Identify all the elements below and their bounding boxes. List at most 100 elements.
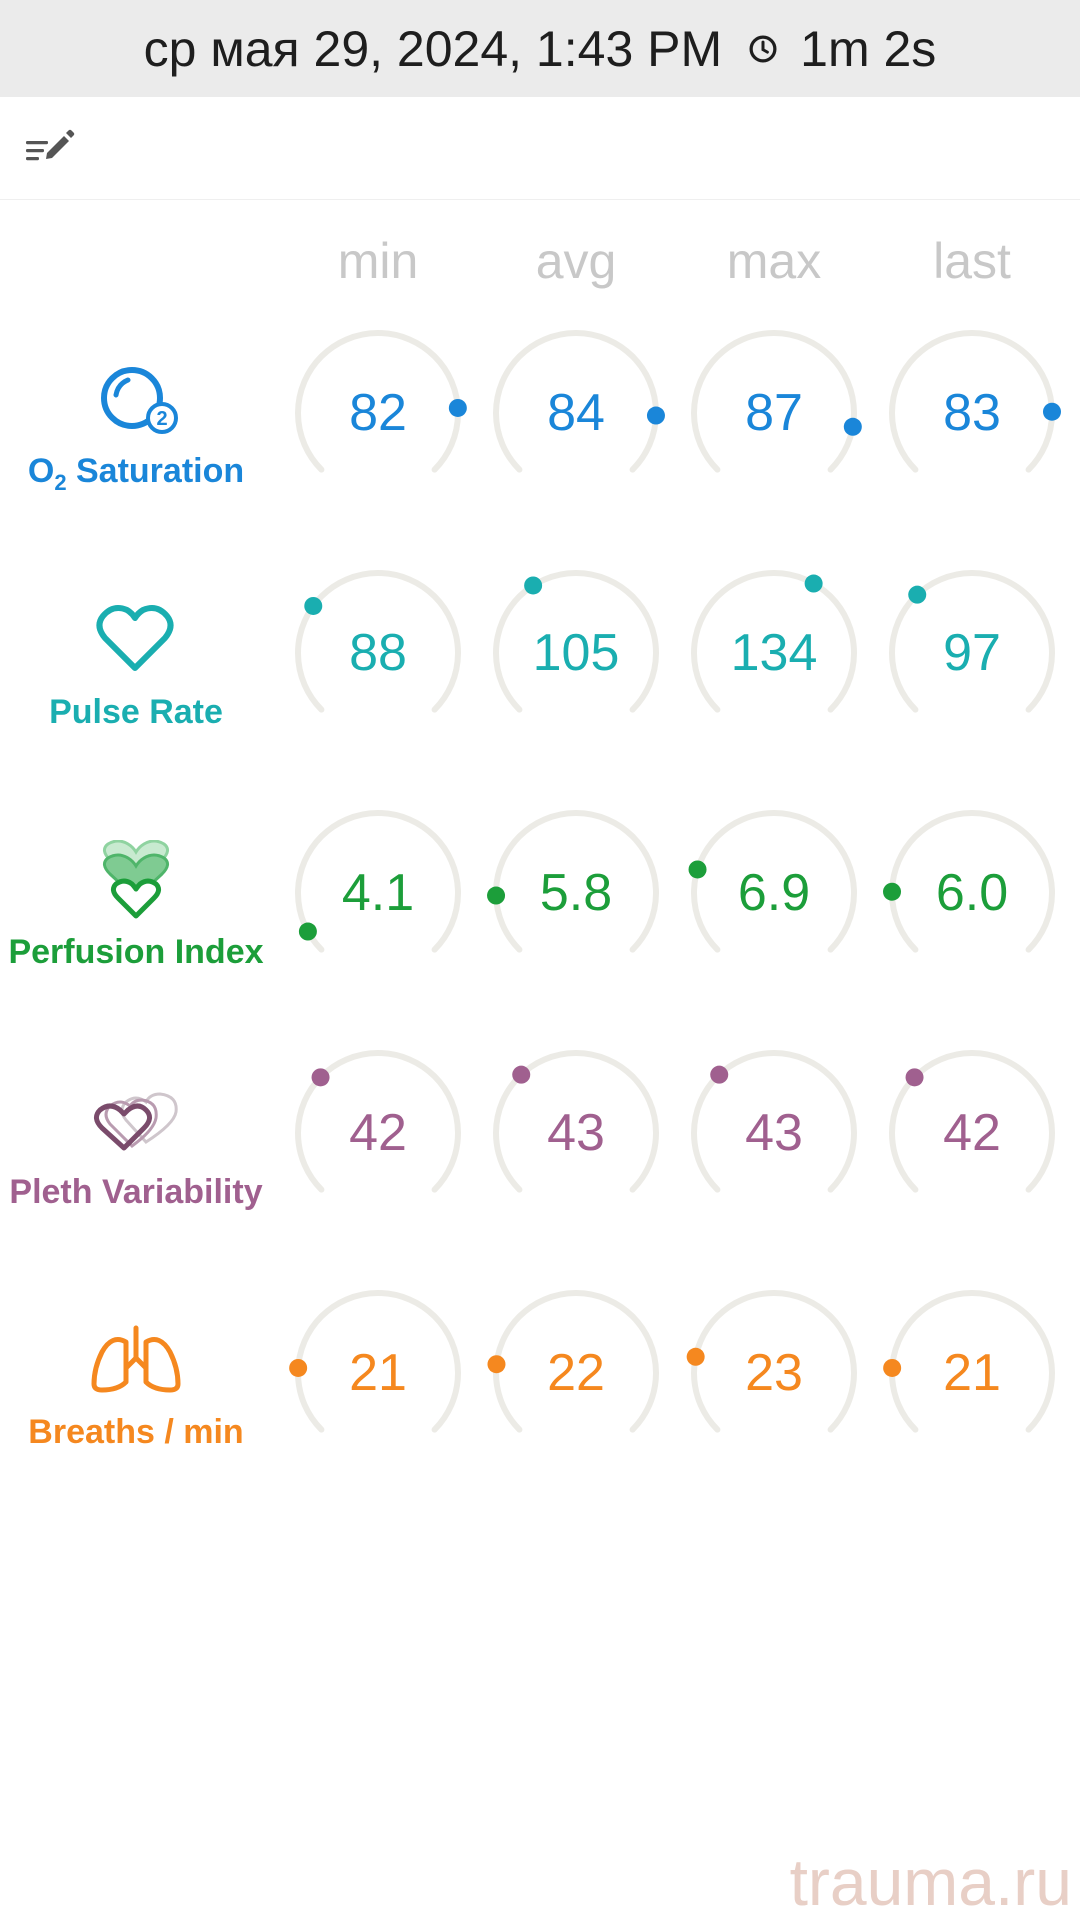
gauge-level-dot: [512, 1065, 531, 1084]
gauge-track: [295, 1290, 461, 1433]
gauge-value: 6.9: [737, 864, 811, 922]
gauge-value: 88: [349, 624, 407, 682]
gauge-arc: [295, 330, 467, 473]
gauge-arc: [289, 1290, 461, 1433]
status-header: ср мая 29, 2024, 1:43 PM 1m 2s: [0, 0, 1080, 97]
gauge-level-dot: [448, 398, 467, 417]
gauge-arc: [493, 330, 665, 473]
gauge-arc: [295, 1050, 461, 1193]
gauge-arc: [295, 810, 461, 953]
gauge-track: [295, 1050, 461, 1193]
gauge-arc: [691, 1050, 857, 1193]
gauge-level-dot: [524, 576, 543, 595]
gauge-breaths-min: 21: [283, 1278, 473, 1468]
perfusion-index-label: Perfusion Index: [8, 933, 264, 971]
gauge-value: 42: [943, 1104, 1001, 1162]
gauge-pulse-max: 134: [679, 558, 869, 748]
gauge-level-dot: [883, 1358, 902, 1377]
gauge-value: 42: [349, 1104, 407, 1162]
gauge-value: 134: [730, 624, 818, 682]
gauge-o2-min: 82: [283, 318, 473, 508]
gauge-track: [295, 570, 461, 713]
column-header-max: max: [726, 233, 822, 289]
gauge-pleth-avg: 43: [481, 1038, 671, 1228]
gauge-breaths-avg: 22: [481, 1278, 671, 1468]
gauge-arc: [686, 1290, 857, 1433]
gauge-value: 4.1: [341, 864, 415, 922]
session-duration: 1m 2s: [800, 20, 937, 77]
gauge-arc: [883, 1290, 1055, 1433]
gauge-arc: [493, 1050, 659, 1193]
gauge-level-dot: [311, 1068, 330, 1087]
gauge-value: 82: [349, 384, 407, 442]
gauge-level-dot: [304, 596, 323, 615]
gauge-arc: [691, 570, 857, 713]
lungs-icon: [91, 1325, 181, 1393]
gauge-level-dot: [487, 1355, 506, 1374]
column-header-min: min: [337, 233, 419, 289]
gauge-track: [889, 1290, 1055, 1433]
gauge-pulse-min: 88: [283, 558, 473, 748]
gauge-level-dot: [804, 574, 823, 593]
gauge-pulse-last: 97: [877, 558, 1067, 748]
gauge-track: [295, 810, 461, 953]
gauge-level-dot: [686, 1347, 705, 1366]
watermark-text: trauma.ru: [789, 1845, 1072, 1919]
gauge-value: 21: [349, 1344, 407, 1402]
gauge-track: [295, 330, 461, 473]
edit-notes-icon[interactable]: [24, 127, 78, 167]
gauge-value: 105: [532, 624, 620, 682]
gauge-level-dot: [843, 417, 862, 436]
gauge-value: 83: [943, 384, 1001, 442]
gauge-arc: [889, 570, 1055, 713]
gauge-arc: [487, 1290, 659, 1433]
gauge-arc: [883, 810, 1055, 953]
gauge-arc: [295, 570, 461, 713]
gauge-arc: [691, 330, 862, 473]
clock-icon: [749, 35, 777, 62]
column-header-avg: avg: [535, 233, 617, 289]
gauge-pleth-max: 43: [679, 1038, 869, 1228]
gauge-track: [493, 1050, 659, 1193]
gauge-value: 23: [745, 1344, 803, 1402]
gauge-breaths-last: 21: [877, 1278, 1067, 1468]
session-datetime: ср мая 29, 2024, 1:43 PM: [143, 20, 723, 77]
oxygen-bubble-icon: 2: [101, 367, 178, 434]
gauge-track: [691, 570, 857, 713]
gauge-perfusion-max: 6.9: [679, 798, 869, 988]
gauge-level-dot: [1042, 402, 1061, 421]
gauge-pleth-last: 42: [877, 1038, 1067, 1228]
gauge-level-dot: [298, 922, 317, 941]
gauge-value: 43: [547, 1104, 605, 1162]
gauge-value: 5.8: [539, 864, 613, 922]
gauge-pleth-min: 42: [283, 1038, 473, 1228]
heart-outline-icon: [96, 605, 174, 671]
double-heart-icon: [94, 1092, 178, 1151]
pulse-rate-label: Pulse Rate: [49, 693, 223, 731]
gauge-track: [691, 1290, 857, 1433]
gauge-arc: [889, 330, 1061, 473]
gauge-value: 97: [943, 624, 1001, 682]
gauge-o2-avg: 84: [481, 318, 671, 508]
gauge-value: 22: [547, 1344, 605, 1402]
pleth-variability-label: Pleth Variability: [9, 1173, 263, 1211]
breaths-per-min-label: Breaths / min: [28, 1413, 244, 1451]
gauge-o2-max: 87: [679, 318, 869, 508]
gauge-level-dot: [710, 1065, 729, 1084]
gauge-track: [691, 1050, 857, 1193]
gauge-value: 6.0: [935, 864, 1009, 922]
column-header-last: last: [933, 233, 1011, 289]
gauge-value: 87: [745, 384, 803, 442]
gauge-arc: [889, 1050, 1055, 1193]
gauge-breaths-max: 23: [679, 1278, 869, 1468]
gauge-track: [889, 570, 1055, 713]
svg-text:2: 2: [156, 408, 167, 430]
gauge-level-dot: [908, 585, 927, 604]
gauge-track: [691, 810, 857, 953]
gauge-track: [493, 1290, 659, 1433]
gauge-perfusion-last: 6.0: [877, 798, 1067, 988]
gauge-level-dot: [688, 860, 707, 879]
gauge-track: [889, 1050, 1055, 1193]
gauge-track: [493, 570, 659, 713]
gauge-perfusion-min: 4.1: [283, 798, 473, 988]
